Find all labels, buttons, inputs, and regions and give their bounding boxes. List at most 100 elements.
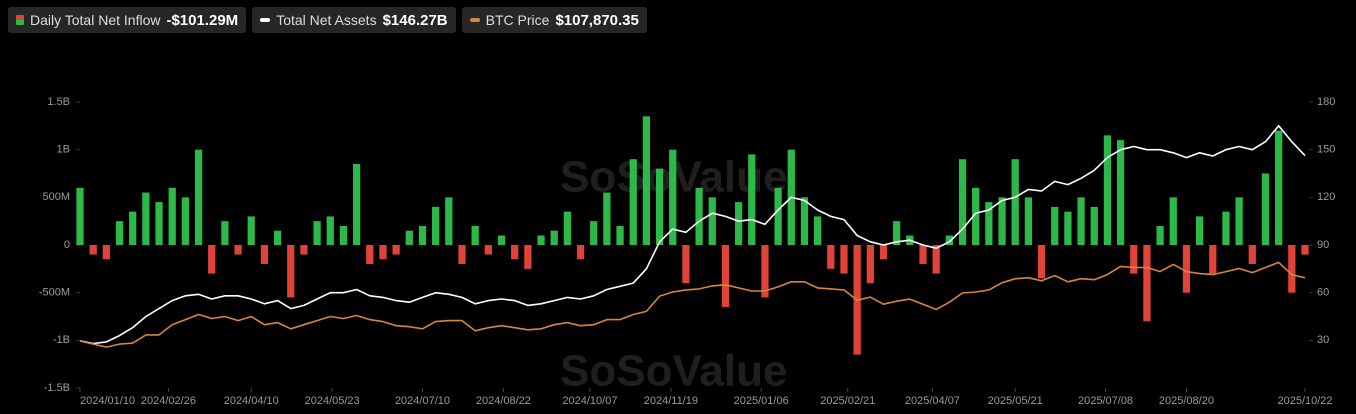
bar xyxy=(866,245,874,284)
legend-label: BTC Price xyxy=(485,12,550,28)
bar xyxy=(893,221,901,245)
bar xyxy=(642,116,651,245)
x-tick-label: 2024/04/10 xyxy=(224,395,279,407)
bar xyxy=(142,192,150,245)
bar xyxy=(221,221,229,245)
x-tick-label: 2025/02/21 xyxy=(820,395,875,407)
legend-swatch xyxy=(469,18,480,22)
x-tick-label: 2024/11/19 xyxy=(644,395,698,407)
x-tick-label: 2025/01/06 xyxy=(734,395,789,407)
y-tick-label: -500M xyxy=(39,287,70,299)
x-tick-label: 2025/10/22 xyxy=(1277,395,1332,407)
bar xyxy=(629,159,637,245)
bar xyxy=(655,168,664,245)
bar xyxy=(1130,245,1138,274)
bar xyxy=(550,230,558,245)
y-tick-label: 0 xyxy=(64,239,70,251)
x-tick-label: 2025/05/21 xyxy=(988,395,1043,407)
bar xyxy=(1011,159,1019,245)
bar xyxy=(1301,245,1309,255)
bar xyxy=(945,235,953,245)
bar xyxy=(313,221,321,245)
bar xyxy=(432,206,440,245)
bar xyxy=(827,245,835,269)
bar xyxy=(708,197,716,245)
bar xyxy=(76,187,84,245)
bar xyxy=(1116,140,1125,245)
bar xyxy=(484,245,492,255)
bar xyxy=(1261,173,1270,245)
y2-tick-label: 90 xyxy=(1317,239,1329,251)
bar xyxy=(247,216,255,245)
bar xyxy=(194,149,203,245)
legend-item: BTC Price $107,870.35 xyxy=(461,7,647,33)
bar xyxy=(497,235,506,245)
x-tick-label: 2025/08/20 xyxy=(1159,395,1214,407)
y2-tick-label: 60 xyxy=(1317,287,1329,299)
bar xyxy=(1064,211,1072,245)
bar xyxy=(1037,245,1046,279)
y2-tick-label: 120 xyxy=(1317,191,1335,203)
y-tick-label: -1B xyxy=(53,334,70,346)
legend-item: Total Net Assets $146.27B xyxy=(252,7,456,33)
bar xyxy=(616,225,624,245)
bar xyxy=(669,149,677,245)
y-tick-label: 500M xyxy=(42,191,70,203)
x-tick-label: 2024/01/10 xyxy=(80,395,135,407)
y2-tick-label: 180 xyxy=(1317,96,1335,108)
bar xyxy=(524,245,532,269)
y2-tick-label: 30 xyxy=(1317,334,1329,346)
bar xyxy=(115,221,124,245)
bar xyxy=(919,245,927,265)
legend-value: -$101.29M xyxy=(166,11,239,29)
x-tick-label: 2024/10/07 xyxy=(562,395,617,407)
line xyxy=(79,261,1306,348)
line xyxy=(79,125,1306,345)
bar xyxy=(1182,245,1191,293)
bar xyxy=(840,245,848,274)
bar xyxy=(800,197,809,245)
y-tick-label: -1.5B xyxy=(44,382,70,394)
legend-swatch xyxy=(260,18,271,22)
bar xyxy=(682,245,690,284)
x-tick-label: 2024/05/23 xyxy=(305,395,360,407)
bar xyxy=(208,245,216,274)
bar xyxy=(102,245,110,260)
bar xyxy=(273,230,282,245)
bar xyxy=(1051,206,1059,245)
bar xyxy=(1090,206,1098,245)
bar xyxy=(1222,211,1230,245)
bar xyxy=(181,197,189,245)
bar xyxy=(1235,197,1243,245)
legend-value: $146.27B xyxy=(382,11,448,29)
bar xyxy=(879,245,888,260)
bar xyxy=(958,159,967,245)
legend-swatch xyxy=(16,15,24,25)
bar xyxy=(366,245,374,265)
bar xyxy=(734,202,743,245)
bar xyxy=(603,192,611,245)
bar xyxy=(721,245,730,307)
bar xyxy=(1288,245,1296,293)
legend-item: Daily Total Net Inflow -$101.29M xyxy=(8,7,247,33)
bar xyxy=(695,187,703,245)
bar xyxy=(1143,245,1151,322)
bar xyxy=(1103,135,1112,245)
bar xyxy=(932,245,940,274)
bar xyxy=(748,154,756,245)
bar xyxy=(352,163,361,245)
bar xyxy=(168,187,176,245)
bar xyxy=(998,197,1006,245)
bar xyxy=(458,245,466,265)
bar xyxy=(1156,225,1164,245)
bar xyxy=(1248,245,1256,265)
bar xyxy=(774,187,782,245)
bar xyxy=(392,245,400,255)
bar xyxy=(155,202,163,245)
bar xyxy=(287,245,295,298)
x-tick-label: 2024/02/26 xyxy=(141,395,196,407)
legend-value: $107,870.35 xyxy=(555,11,639,29)
watermark: SoSoValue xyxy=(560,347,787,396)
